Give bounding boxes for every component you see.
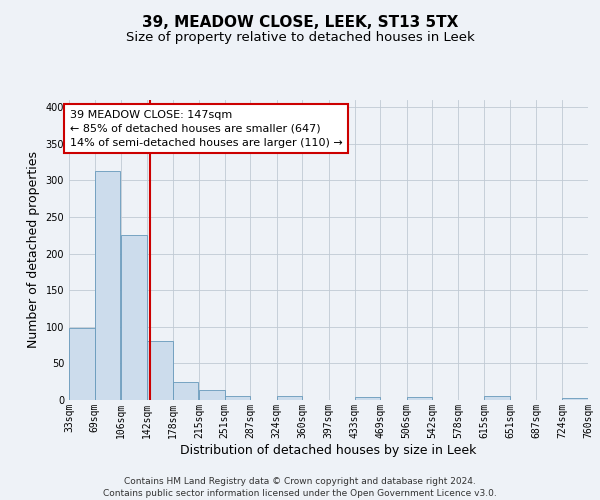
Bar <box>277 396 302 400</box>
Bar <box>95 171 121 400</box>
Text: 39, MEADOW CLOSE, LEEK, ST13 5TX: 39, MEADOW CLOSE, LEEK, ST13 5TX <box>142 15 458 30</box>
Text: 39 MEADOW CLOSE: 147sqm
← 85% of detached houses are smaller (647)
14% of semi-d: 39 MEADOW CLOSE: 147sqm ← 85% of detache… <box>70 110 343 148</box>
Bar <box>407 397 433 400</box>
Bar <box>173 382 198 400</box>
Bar <box>562 398 588 400</box>
Y-axis label: Number of detached properties: Number of detached properties <box>27 152 40 348</box>
X-axis label: Distribution of detached houses by size in Leek: Distribution of detached houses by size … <box>181 444 476 456</box>
Bar <box>147 340 173 400</box>
Bar <box>69 328 95 400</box>
Text: Contains HM Land Registry data © Crown copyright and database right 2024.
Contai: Contains HM Land Registry data © Crown c… <box>103 477 497 498</box>
Bar <box>224 396 250 400</box>
Bar <box>199 390 224 400</box>
Bar <box>484 396 510 400</box>
Text: Size of property relative to detached houses in Leek: Size of property relative to detached ho… <box>125 31 475 44</box>
Bar <box>121 236 147 400</box>
Bar <box>355 397 380 400</box>
